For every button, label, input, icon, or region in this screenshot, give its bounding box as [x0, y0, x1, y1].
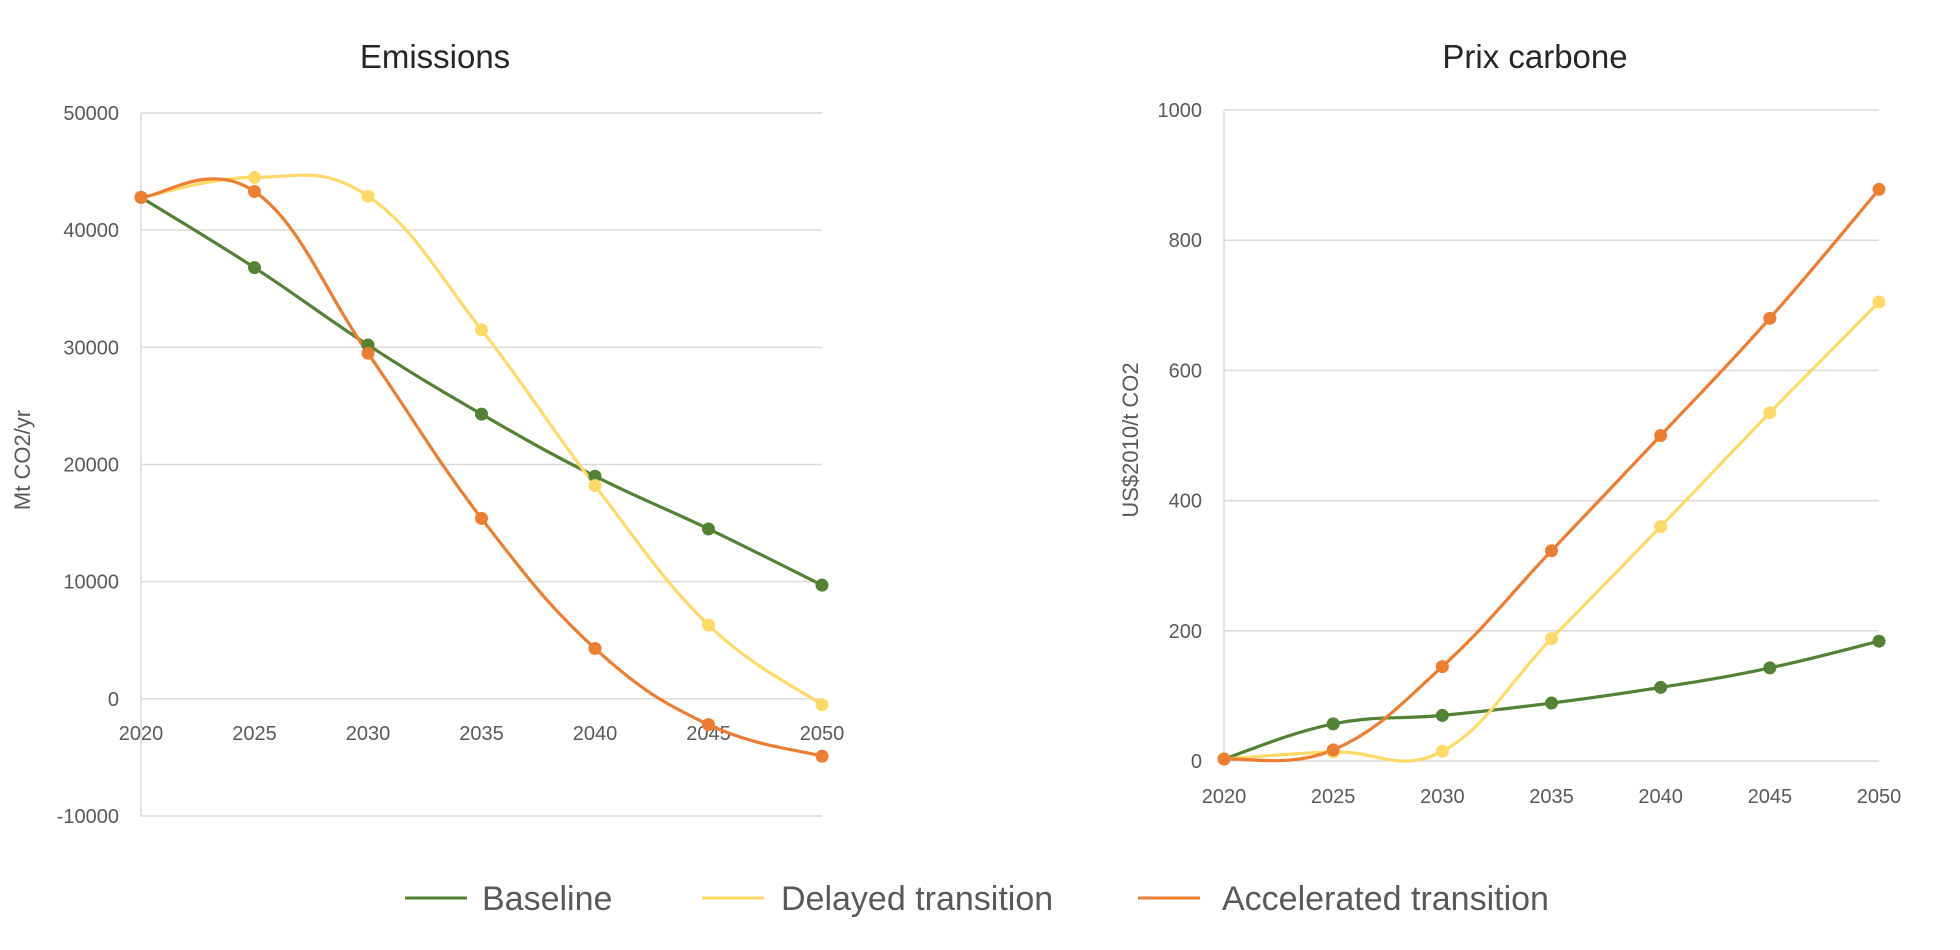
x-tick-label: 2020 — [119, 723, 164, 745]
y-tick-labels: 50000 40000 30000 20000 10000 0 -10000 — [57, 103, 119, 828]
data-point-accelerated-transition-2030 — [361, 346, 375, 360]
legend-item-baseline: Baseline — [405, 880, 612, 918]
x-tick-label: 2035 — [1529, 786, 1574, 808]
legend-label: Delayed transition — [781, 880, 1053, 918]
data-point-accelerated-transition-2025 — [1326, 743, 1340, 757]
y-tick-label: 400 — [1169, 491, 1202, 513]
x-tick-labels: 2020 2025 2030 2035 2040 2045 2050 — [1202, 786, 1902, 808]
data-point-delayed-transition-2035 — [1545, 632, 1558, 646]
legend: Baseline Delayed transition Accelerated … — [405, 880, 1549, 918]
data-point-accelerated-transition-2020 — [1217, 752, 1231, 766]
data-point-baseline-2040 — [1654, 680, 1668, 694]
y-tick-label: 600 — [1169, 360, 1202, 382]
data-point-delayed-transition-2030 — [361, 189, 375, 203]
x-tick-label: 2040 — [1638, 786, 1683, 808]
y-tick-label: 40000 — [63, 220, 119, 242]
legend-item-accelerated-transition: Accelerated transition — [1138, 880, 1549, 918]
series-line-accelerated-transition — [139, 177, 824, 758]
x-tick-labels: 2020 2025 2030 2035 2040 2045 2050 — [119, 723, 845, 745]
x-tick-label: 2040 — [573, 723, 618, 745]
data-point-accelerated-transition-2025 — [248, 185, 261, 199]
data-point-baseline-2045 — [702, 522, 715, 536]
legend-label: Accelerated transition — [1222, 880, 1549, 918]
series-line-accelerated-transition — [1222, 187, 1881, 763]
data-point-delayed-transition-2025 — [248, 170, 261, 184]
x-tick-label: 2025 — [232, 723, 277, 745]
data-point-accelerated-transition-2035 — [475, 511, 488, 525]
x-tick-label: 2030 — [346, 723, 391, 745]
data-point-delayed-transition-2045 — [702, 618, 715, 632]
chart-title: Emissions — [360, 38, 510, 75]
y-tick-label: 800 — [1169, 230, 1202, 252]
x-tick-label: 2050 — [800, 723, 845, 745]
x-tick-label: 2045 — [1748, 786, 1793, 808]
series-line-delayed-transition — [139, 173, 824, 707]
series-lines — [139, 173, 824, 758]
data-point-accelerated-transition-2050 — [815, 749, 829, 763]
series-lines — [1222, 187, 1881, 763]
data-point-baseline-2050 — [1872, 634, 1886, 648]
data-point-baseline-2050 — [815, 578, 829, 592]
data-point-delayed-transition-2050 — [815, 698, 829, 712]
data-point-accelerated-transition-2050 — [1872, 182, 1886, 196]
data-point-delayed-transition-2040 — [1654, 520, 1668, 534]
y-axis-label: Mt CO2/yr — [10, 410, 35, 510]
y-tick-label: 20000 — [63, 455, 119, 477]
y-axis-label: US$2010/t CO2 — [1118, 362, 1143, 517]
data-point-delayed-transition-2040 — [588, 479, 602, 493]
data-point-accelerated-transition-2020 — [134, 190, 148, 204]
series-points — [1217, 182, 1886, 766]
y-tick-label: 0 — [108, 689, 119, 711]
y-tick-label: 0 — [1191, 751, 1202, 773]
data-point-baseline-2035 — [475, 407, 488, 421]
data-point-accelerated-transition-2045 — [1763, 311, 1777, 325]
carbon-price-chart: Prix carbone US$2010/t CO2 1000 800 600 400… — [1118, 38, 1901, 808]
data-point-accelerated-transition-2035 — [1545, 544, 1558, 558]
legend-label: Baseline — [482, 880, 612, 918]
x-tick-label: 2025 — [1311, 786, 1356, 808]
data-point-delayed-transition-2035 — [475, 323, 488, 337]
x-tick-label: 2050 — [1857, 786, 1902, 808]
x-tick-label: 2020 — [1202, 786, 1247, 808]
series-line-baseline — [139, 195, 824, 587]
y-tick-label: 1000 — [1158, 100, 1203, 122]
data-point-baseline-2040 — [588, 469, 602, 483]
x-tick-label: 2030 — [1420, 786, 1465, 808]
data-point-baseline-2025 — [1326, 717, 1340, 731]
y-tick-label: 10000 — [63, 572, 119, 594]
gridlines — [1224, 109, 1879, 762]
data-point-baseline-2030 — [1435, 708, 1449, 722]
data-point-delayed-transition-2045 — [1763, 406, 1777, 420]
data-point-accelerated-transition-2045 — [702, 718, 715, 732]
y-tick-label: 50000 — [63, 103, 119, 125]
data-point-accelerated-transition-2030 — [1435, 660, 1449, 674]
data-point-accelerated-transition-2040 — [1654, 429, 1668, 442]
data-point-delayed-transition-2050 — [1872, 295, 1886, 309]
data-point-baseline-2035 — [1545, 696, 1558, 710]
emissions-chart: Emissions Mt CO2/yr 50000 40000 30000 20000… — [10, 38, 844, 828]
y-tick-labels: 1000 800 600 400 200 0 — [1158, 100, 1203, 773]
data-point-baseline-2025 — [248, 261, 261, 275]
y-tick-label: 200 — [1169, 621, 1202, 643]
y-tick-label: -10000 — [57, 806, 119, 828]
data-point-baseline-2045 — [1763, 661, 1777, 675]
data-point-delayed-transition-2030 — [1435, 744, 1449, 758]
y-tick-label: 30000 — [63, 337, 119, 359]
x-tick-label: 2035 — [459, 723, 504, 745]
legend-item-delayed-transition: Delayed transition — [702, 880, 1053, 918]
gridlines — [141, 112, 822, 817]
series-points — [134, 170, 829, 763]
data-point-accelerated-transition-2040 — [588, 641, 602, 655]
chart-title: Prix carbone — [1442, 38, 1627, 75]
